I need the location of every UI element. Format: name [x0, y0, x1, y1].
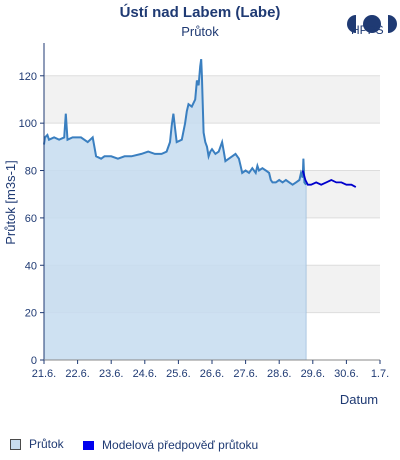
- legend-item-observed[interactable]: Průtok: [10, 437, 64, 451]
- x-tick-label: 24.6.: [133, 368, 157, 380]
- x-tick-label: 29.6.: [301, 368, 325, 380]
- legend: Průtok Modelová předpověď průtoku: [10, 437, 274, 453]
- x-tick-label: 21.6.: [32, 368, 56, 380]
- x-axis-label: Datum: [340, 392, 378, 407]
- chart-subtitle: Průtok: [181, 24, 219, 39]
- x-tick-label: 28.6.: [267, 368, 291, 380]
- y-tick-label: 60: [25, 213, 37, 225]
- y-tick-label: 100: [19, 118, 37, 130]
- observed-swatch-icon: [10, 438, 21, 450]
- chart-title: Ústí nad Labem (Labe): [119, 4, 281, 21]
- y-tick-label: 20: [25, 308, 37, 320]
- hpps-logo-icon: [347, 15, 397, 33]
- forecast-series-line: [301, 170, 357, 188]
- logo-text: HPPS: [351, 23, 384, 37]
- x-tick-label: 1.7.: [371, 368, 389, 380]
- observed-series-line: [43, 59, 307, 186]
- x-tick-label: 25.6.: [166, 368, 190, 380]
- x-tick-label: 22.6.: [65, 368, 89, 380]
- x-tick-label: 27.6.: [233, 368, 257, 380]
- y-tick-label: 120: [19, 71, 37, 83]
- x-tick-label: 23.6.: [99, 368, 123, 380]
- y-tick-label: 0: [31, 355, 37, 367]
- y-axis-label: Průtok [m3s-1]: [3, 160, 18, 245]
- forecast-swatch-icon: [83, 440, 95, 450]
- x-tick-label: 30.6.: [334, 368, 358, 380]
- x-tick-label: 26.6.: [200, 368, 224, 380]
- legend-observed-label: Průtok: [29, 437, 64, 451]
- flow-chart: 0 20 40 60 80 100 120 21.6. 22.6. 23.6. 24.6. 25.6…: [3, 43, 389, 407]
- legend-forecast-label: Modelová předpověď průtoku: [102, 438, 259, 452]
- y-tick-label: 80: [25, 166, 37, 178]
- y-tick-label: 40: [25, 260, 37, 272]
- legend-item-forecast[interactable]: Modelová předpověď průtoku: [83, 438, 258, 452]
- grid-band: [44, 75, 380, 124]
